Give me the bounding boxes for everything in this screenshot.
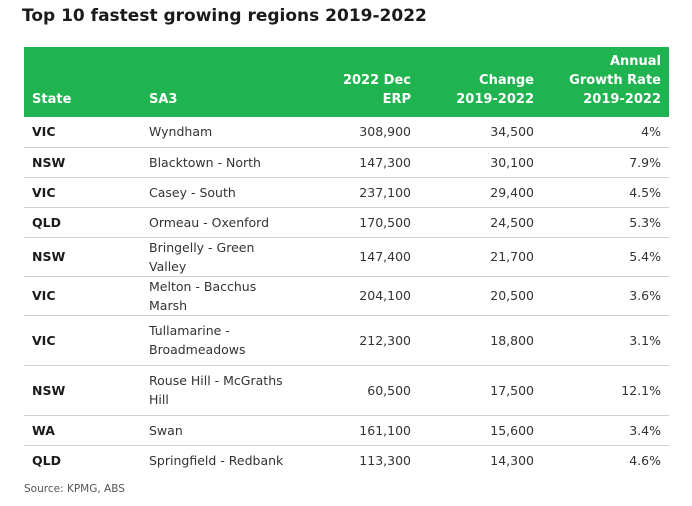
cell-change: 29,400 bbox=[419, 177, 542, 208]
table-row: VIC Melton - Bacchus Marsh 204,100 20,50… bbox=[24, 276, 669, 316]
cell-change: 34,500 bbox=[419, 117, 542, 148]
table-row: VIC Wyndham 308,900 34,500 4% bbox=[24, 117, 669, 148]
cell-change: 18,800 bbox=[419, 315, 542, 366]
cell-sa3: Springfield - Redbank bbox=[149, 452, 284, 468]
cell-state: WA bbox=[24, 415, 141, 446]
cell-erp: 113,300 bbox=[359, 452, 411, 468]
cell-state: VIC bbox=[24, 276, 141, 316]
cell-erp: 147,300 bbox=[301, 147, 419, 178]
cell-erp: 170,500 bbox=[301, 207, 419, 238]
cell-sa3: Blacktown - North bbox=[141, 147, 301, 178]
cell-growth: 3.1% bbox=[542, 315, 669, 366]
table-header-row: State SA3 2022 Dec ERP Change 2019-2022 … bbox=[24, 47, 669, 117]
table-row: VIC Casey - South 237,100 29,400 4.5% bbox=[24, 177, 669, 208]
table-row: NSW Bringelly - Green Valley 147,400 21,… bbox=[24, 237, 669, 277]
table-row: QLD Ormeau - Oxenford 170,500 24,500 5.3… bbox=[24, 207, 669, 238]
page-title: Top 10 fastest growing regions 2019-2022 bbox=[22, 6, 427, 26]
table-row: NSW Rouse Hill - McGraths Hill 60,500 17… bbox=[24, 365, 669, 416]
cell-growth: 3.4% bbox=[542, 415, 669, 446]
table-row: QLD Springfield - Redbank 113,300 14,300… bbox=[24, 445, 669, 475]
cell-growth: 12.1% bbox=[542, 365, 669, 416]
cell-sa3: Ormeau - Oxenford bbox=[141, 207, 301, 238]
column-header-state: State bbox=[24, 47, 141, 117]
cell-erp: 60,500 bbox=[301, 365, 419, 416]
cell-erp: 212,300 bbox=[301, 315, 419, 366]
column-header-change-line2: 2019-2022 bbox=[456, 92, 534, 107]
column-header-growth: Annual Growth Rate 2019-2022 bbox=[542, 47, 669, 117]
cell-sa3: Melton - Bacchus Marsh bbox=[141, 276, 301, 316]
cell-sa3: Tullamarine - Broadmeadows bbox=[141, 315, 301, 366]
cell-change: 14,300 bbox=[490, 452, 534, 468]
cell-erp: 204,100 bbox=[301, 276, 419, 316]
column-header-growth-line2: Growth Rate bbox=[569, 73, 661, 88]
cell-state: QLD bbox=[24, 207, 141, 238]
cell-growth: 5.3% bbox=[542, 207, 669, 238]
cell-growth: 4.6% bbox=[629, 452, 661, 468]
cell-state: VIC bbox=[24, 177, 141, 208]
source-note: Source: KPMG, ABS bbox=[24, 483, 125, 495]
cell-erp: 147,400 bbox=[301, 237, 419, 277]
cell-erp: 308,900 bbox=[301, 117, 419, 148]
cell-sa3: Casey - South bbox=[141, 177, 301, 208]
column-header-sa3: SA3 bbox=[141, 47, 301, 117]
table-row: NSW Blacktown - North 147,300 30,100 7.9… bbox=[24, 147, 669, 178]
cell-state: NSW bbox=[24, 237, 141, 277]
cell-growth: 3.6% bbox=[542, 276, 669, 316]
cell-change: 30,100 bbox=[419, 147, 542, 178]
cell-state: VIC bbox=[24, 315, 141, 366]
regions-table: State SA3 2022 Dec ERP Change 2019-2022 … bbox=[24, 47, 669, 475]
cell-change: 17,500 bbox=[419, 365, 542, 416]
cell-sa3: Wyndham bbox=[141, 117, 301, 148]
cell-state: QLD bbox=[32, 452, 61, 468]
cell-state: NSW bbox=[24, 147, 141, 178]
column-header-sa3-label: SA3 bbox=[149, 92, 178, 107]
table-header: State SA3 2022 Dec ERP Change 2019-2022 … bbox=[24, 47, 669, 117]
cell-sa3: Swan bbox=[141, 415, 301, 446]
cell-state: VIC bbox=[24, 117, 141, 148]
cell-change: 24,500 bbox=[419, 207, 542, 238]
cell-growth: 7.9% bbox=[542, 147, 669, 178]
column-header-state-label: State bbox=[32, 92, 72, 107]
table-body: VIC Wyndham 308,900 34,500 4% NSW Blackt… bbox=[24, 117, 669, 475]
cell-sa3: Rouse Hill - McGraths Hill bbox=[141, 365, 301, 416]
column-header-change-line1: Change bbox=[479, 73, 534, 88]
cell-growth: 5.4% bbox=[542, 237, 669, 277]
column-header-erp-line1: 2022 Dec bbox=[342, 73, 411, 88]
cell-change: 15,600 bbox=[419, 415, 542, 446]
cell-growth: 4% bbox=[542, 117, 669, 148]
cell-change: 21,700 bbox=[419, 237, 542, 277]
column-header-growth-line1: Annual bbox=[609, 54, 661, 69]
column-header-growth-line3: 2019-2022 bbox=[583, 92, 661, 107]
cell-erp: 161,100 bbox=[301, 415, 419, 446]
cell-erp: 237,100 bbox=[301, 177, 419, 208]
cell-growth: 4.5% bbox=[542, 177, 669, 208]
column-header-erp-line2: ERP bbox=[382, 92, 411, 107]
cell-state: NSW bbox=[24, 365, 141, 416]
cell-change: 20,500 bbox=[419, 276, 542, 316]
table-row: WA Swan 161,100 15,600 3.4% bbox=[24, 415, 669, 446]
column-header-change: Change 2019-2022 bbox=[419, 47, 542, 117]
cell-sa3: Bringelly - Green Valley bbox=[141, 237, 301, 277]
column-header-erp: 2022 Dec ERP bbox=[301, 47, 419, 117]
table-row: VIC Tullamarine - Broadmeadows 212,300 1… bbox=[24, 315, 669, 366]
